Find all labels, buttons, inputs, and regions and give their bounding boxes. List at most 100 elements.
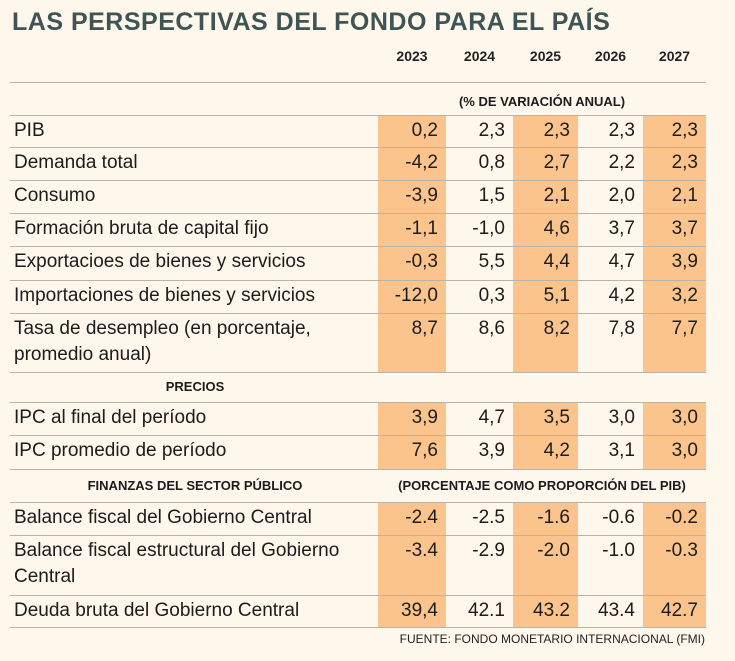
rule xyxy=(10,502,706,503)
cell-value: 39,4 xyxy=(401,600,438,621)
cell-value: -2.5 xyxy=(472,507,505,528)
rule xyxy=(10,435,706,436)
cell-value: -12,0 xyxy=(394,285,438,306)
row-label: IPC al final del período xyxy=(14,407,207,428)
section-note: (% DE VARIACIÓN ANUAL) xyxy=(458,94,626,109)
cell-value: 42.7 xyxy=(661,600,698,621)
cell-value: -2.4 xyxy=(405,507,438,528)
row-label: Deuda bruta del Gobierno Central xyxy=(14,600,300,621)
row-label: Exportacioes de bienes y servicios xyxy=(14,251,306,272)
source: FUENTE: FONDO MONETARIO INTERNACIONAL (F… xyxy=(399,632,705,646)
cell-value: -0.3 xyxy=(665,540,698,561)
cell-value: -1.6 xyxy=(537,507,570,528)
highlight-column xyxy=(378,115,446,372)
cell-value: 3,0 xyxy=(671,407,698,428)
rule xyxy=(10,115,706,116)
rule xyxy=(10,213,706,214)
row-label: Tasa de desempleo (en porcentaje, promed… xyxy=(14,318,311,365)
cell-value: 2,0 xyxy=(608,185,635,206)
cell-value: 3,7 xyxy=(608,218,635,239)
cell-value: -0.2 xyxy=(665,507,698,528)
rule xyxy=(10,313,706,314)
cell-value: 43.2 xyxy=(533,600,570,621)
rule xyxy=(10,82,706,83)
cell-value: 3,0 xyxy=(608,407,635,428)
rule xyxy=(10,180,706,181)
row-label: Demanda total xyxy=(14,152,138,173)
cell-value: 8,6 xyxy=(478,318,505,339)
highlight-column xyxy=(513,115,578,372)
cell-value: 0,2 xyxy=(411,120,438,141)
title: LAS PERSPECTIVAS DEL FONDO PARA EL PAÍS xyxy=(12,8,611,36)
cell-value: 3,1 xyxy=(608,440,635,461)
highlight-column xyxy=(643,502,706,627)
cell-value: -2.9 xyxy=(472,540,505,561)
cell-value: 2,3 xyxy=(478,120,505,141)
cell-value: 3,7 xyxy=(671,218,698,239)
cell-value: -1,1 xyxy=(405,218,438,239)
cell-value: 3,2 xyxy=(671,285,698,306)
cell-value: 2,3 xyxy=(608,120,635,141)
cell-value: 3,9 xyxy=(478,440,505,461)
cell-value: -0.6 xyxy=(602,507,635,528)
cell-value: 3,9 xyxy=(411,407,438,428)
cell-value: -3,9 xyxy=(405,185,438,206)
cell-value: -1.0 xyxy=(602,540,635,561)
rule xyxy=(10,469,706,470)
year-header: 2027 xyxy=(658,48,691,64)
cell-value: -1,0 xyxy=(472,218,505,239)
cell-value: -0,3 xyxy=(405,251,438,272)
cell-value: 2,1 xyxy=(543,185,570,206)
rule xyxy=(10,147,706,148)
highlight-column xyxy=(643,115,706,372)
row-label: Formación bruta de capital fijo xyxy=(14,218,269,239)
highlight-column xyxy=(513,502,578,627)
section-label: PRECIOS xyxy=(165,379,225,394)
cell-value: 42.1 xyxy=(468,600,505,621)
cell-value: 2,3 xyxy=(671,120,698,141)
rule xyxy=(10,280,706,281)
highlight-column xyxy=(378,502,446,627)
rule xyxy=(10,402,706,403)
cell-value: 7,8 xyxy=(608,318,635,339)
cell-value: 8,7 xyxy=(411,318,438,339)
cell-value: 4,7 xyxy=(478,407,505,428)
cell-value: 0,3 xyxy=(478,285,505,306)
cell-value: 2,7 xyxy=(543,152,570,173)
row-label: Balance fiscal estructural del Gobierno … xyxy=(14,540,340,587)
section-label: FINANZAS DEL SECTOR PÚBLICO xyxy=(87,478,303,493)
cell-value: -4,2 xyxy=(405,152,438,173)
cell-value: 7,6 xyxy=(411,440,438,461)
rule xyxy=(10,595,706,596)
rule xyxy=(10,372,706,373)
rule xyxy=(10,535,706,536)
cell-value: 4,4 xyxy=(543,251,570,272)
cell-value: 7,7 xyxy=(671,318,698,339)
cell-value: 4,2 xyxy=(608,285,635,306)
cell-value: 43.4 xyxy=(598,600,635,621)
cell-value: 2,2 xyxy=(608,152,635,173)
cell-value: 3,9 xyxy=(671,251,698,272)
cell-value: 4,2 xyxy=(543,440,570,461)
section-note: (PORCENTAJE COMO PROPORCIÓN DEL PIB) xyxy=(398,478,686,493)
cell-value: 2,3 xyxy=(671,152,698,173)
cell-value: 0,8 xyxy=(478,152,505,173)
row-label: IPC promedio de período xyxy=(14,440,227,461)
cell-value: 1,5 xyxy=(478,185,505,206)
cell-value: 8,2 xyxy=(543,318,570,339)
year-header: 2024 xyxy=(463,48,496,64)
rule xyxy=(10,627,706,628)
cell-value: 5,1 xyxy=(543,285,570,306)
year-header: 2023 xyxy=(396,48,428,64)
row-label: Importaciones de bienes y servicios xyxy=(14,285,315,306)
cell-value: 3,0 xyxy=(671,440,698,461)
cell-value: 2,1 xyxy=(671,185,698,206)
cell-value: -3.4 xyxy=(405,540,438,561)
cell-value: 5,5 xyxy=(478,251,505,272)
cell-value: 2,3 xyxy=(543,120,570,141)
row-label: Consumo xyxy=(14,185,96,206)
row-label: PIB xyxy=(14,120,45,141)
cell-value: -2.0 xyxy=(537,540,570,561)
cell-value: 4,6 xyxy=(543,218,570,239)
